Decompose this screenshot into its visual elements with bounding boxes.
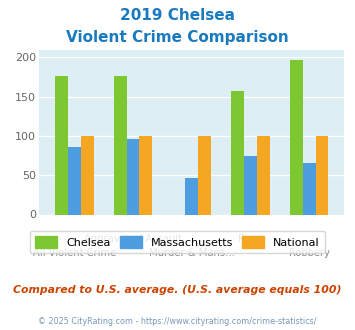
Text: © 2025 CityRating.com - https://www.cityrating.com/crime-statistics/: © 2025 CityRating.com - https://www.city… — [38, 317, 317, 326]
Legend: Chelsea, Massachusetts, National: Chelsea, Massachusetts, National — [30, 231, 325, 253]
Bar — [55, 76, 68, 214]
Bar — [68, 147, 81, 214]
Bar — [290, 60, 303, 214]
Bar — [126, 139, 140, 214]
Text: Murder & Mans...: Murder & Mans... — [149, 248, 235, 258]
Bar — [316, 136, 328, 214]
Bar — [114, 76, 126, 214]
Text: All Violent Crime: All Violent Crime — [33, 248, 116, 258]
Bar — [257, 136, 270, 214]
Bar — [185, 178, 198, 214]
Text: 2019 Chelsea: 2019 Chelsea — [120, 8, 235, 23]
Text: Violent Crime Comparison: Violent Crime Comparison — [66, 30, 289, 45]
Bar — [81, 136, 94, 214]
Bar — [231, 91, 244, 214]
Text: Compared to U.S. average. (U.S. average equals 100): Compared to U.S. average. (U.S. average … — [13, 285, 342, 295]
Bar — [140, 136, 152, 214]
Bar — [303, 163, 316, 214]
Bar — [198, 136, 211, 214]
Bar — [244, 155, 257, 214]
Text: Aggravated Assault: Aggravated Assault — [84, 234, 182, 244]
Text: Rape: Rape — [238, 234, 263, 244]
Text: Robbery: Robbery — [289, 248, 330, 258]
